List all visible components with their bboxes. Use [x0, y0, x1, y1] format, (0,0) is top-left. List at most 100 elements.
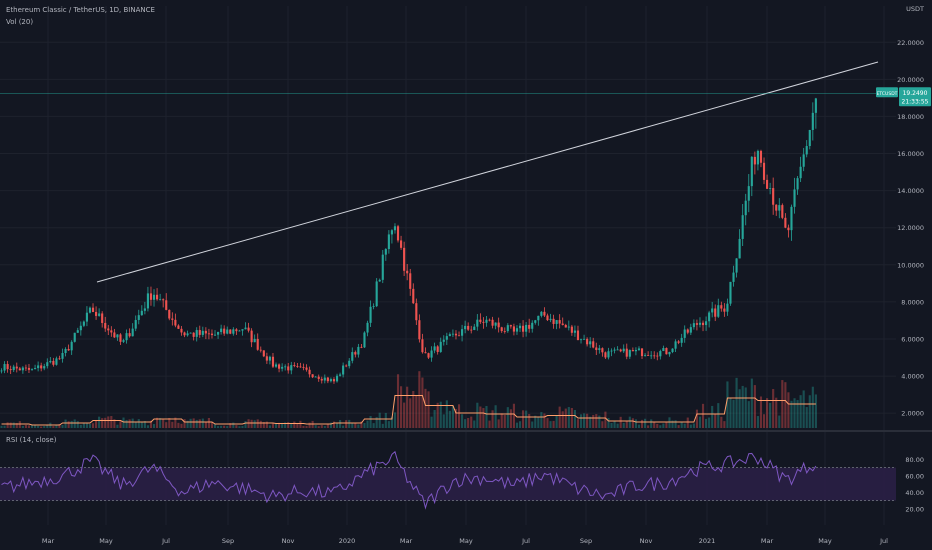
volume-bar — [714, 414, 717, 428]
volume-bar — [802, 390, 805, 428]
candle-body — [287, 366, 290, 371]
volume-bar — [738, 389, 741, 428]
symbol-legend[interactable]: Ethereum Classic / TetherUS, 1D, BINANCE — [6, 6, 155, 14]
candle-body — [262, 350, 265, 357]
price-tick-label: 16.0000 — [897, 150, 924, 158]
volume-bar — [555, 415, 558, 428]
volume-bar — [650, 419, 653, 428]
candle-body — [171, 318, 174, 320]
volume-bar — [540, 412, 543, 428]
candle-body — [747, 186, 750, 201]
candle-body — [647, 355, 650, 356]
volume-bar — [427, 391, 430, 428]
price-tick-label: 22.0000 — [897, 39, 924, 47]
volume-bar — [406, 386, 409, 428]
candle-body — [726, 303, 729, 312]
volume-bar — [113, 419, 116, 428]
volume-bar — [24, 424, 27, 428]
volume-bar — [695, 409, 698, 428]
volume-bar — [360, 421, 363, 428]
candle-body — [95, 311, 98, 316]
candle-body — [451, 333, 454, 335]
candle-body — [656, 355, 659, 357]
candle-body — [488, 319, 491, 321]
volume-bar — [287, 422, 290, 428]
candle-body — [665, 348, 668, 355]
candle-body — [372, 306, 375, 307]
volume-bar — [512, 403, 515, 428]
volume-bar — [140, 422, 143, 428]
volume-bar — [662, 423, 665, 428]
candle-body — [701, 322, 705, 326]
volume-bar — [335, 423, 339, 428]
candle-body — [613, 349, 616, 351]
volume-bar — [454, 408, 458, 428]
time-tick-label: May — [99, 537, 113, 545]
candle-body — [351, 352, 354, 361]
volume-bar — [213, 424, 217, 428]
volume-bar — [201, 418, 204, 428]
candle-body — [67, 348, 70, 351]
candle-body — [339, 374, 342, 376]
candle-body — [281, 366, 284, 369]
volume-bar — [293, 421, 296, 428]
candle-body — [778, 205, 781, 211]
volume-bar — [607, 418, 610, 428]
candle-body — [543, 311, 546, 316]
volume-bar — [692, 423, 695, 428]
candle-body — [168, 309, 171, 319]
volume-bar — [162, 419, 165, 428]
candle-body — [299, 366, 302, 368]
time-tick-label: Jul — [521, 537, 530, 545]
candle-body — [400, 240, 403, 248]
volume-bar — [488, 420, 491, 428]
volume-bar — [436, 402, 439, 428]
time-tick-label: 2020 — [339, 537, 356, 545]
volume-bar — [305, 426, 308, 428]
volume-bar — [101, 418, 104, 428]
volume-bar — [522, 410, 525, 428]
candle-body — [247, 327, 250, 331]
volume-bar — [6, 422, 9, 428]
volume-bar — [708, 417, 711, 428]
candle-body — [122, 340, 125, 342]
volume-bar — [262, 422, 265, 428]
volume-bar — [61, 424, 64, 428]
volume-bar — [503, 414, 506, 428]
volume-bar — [744, 387, 747, 428]
candle-body — [250, 330, 253, 343]
volume-bar — [85, 422, 88, 428]
volume-bar — [680, 421, 683, 428]
volume-bar — [705, 418, 708, 428]
candle-body — [732, 272, 735, 282]
candle-body — [213, 334, 217, 336]
candle-body — [689, 327, 692, 333]
volume-bar — [509, 409, 512, 428]
candle-body — [27, 367, 31, 370]
candle-body — [9, 369, 12, 371]
currency-label: USDT — [906, 5, 924, 13]
volume-bar — [9, 422, 12, 428]
volume-bar — [470, 416, 473, 428]
candle-body — [3, 364, 6, 371]
candle-body — [528, 324, 531, 329]
candle-body — [772, 188, 775, 205]
rsi-legend[interactable]: RSI (14, close) — [6, 436, 57, 444]
volume-bar — [659, 425, 662, 428]
volume-bar — [186, 420, 189, 428]
volume-bar — [43, 426, 46, 428]
candle-body — [393, 226, 397, 231]
volume-legend[interactable]: Vol (20) — [6, 18, 34, 26]
candle-body — [525, 324, 528, 332]
volume-bar — [753, 385, 756, 428]
volume-bar — [467, 417, 470, 428]
rsi-line — [1, 450, 817, 510]
volume-bar — [320, 425, 323, 428]
candle-body — [695, 323, 698, 325]
volume-bar — [461, 414, 464, 428]
volume-bar — [95, 420, 98, 428]
candle-body — [268, 356, 271, 361]
